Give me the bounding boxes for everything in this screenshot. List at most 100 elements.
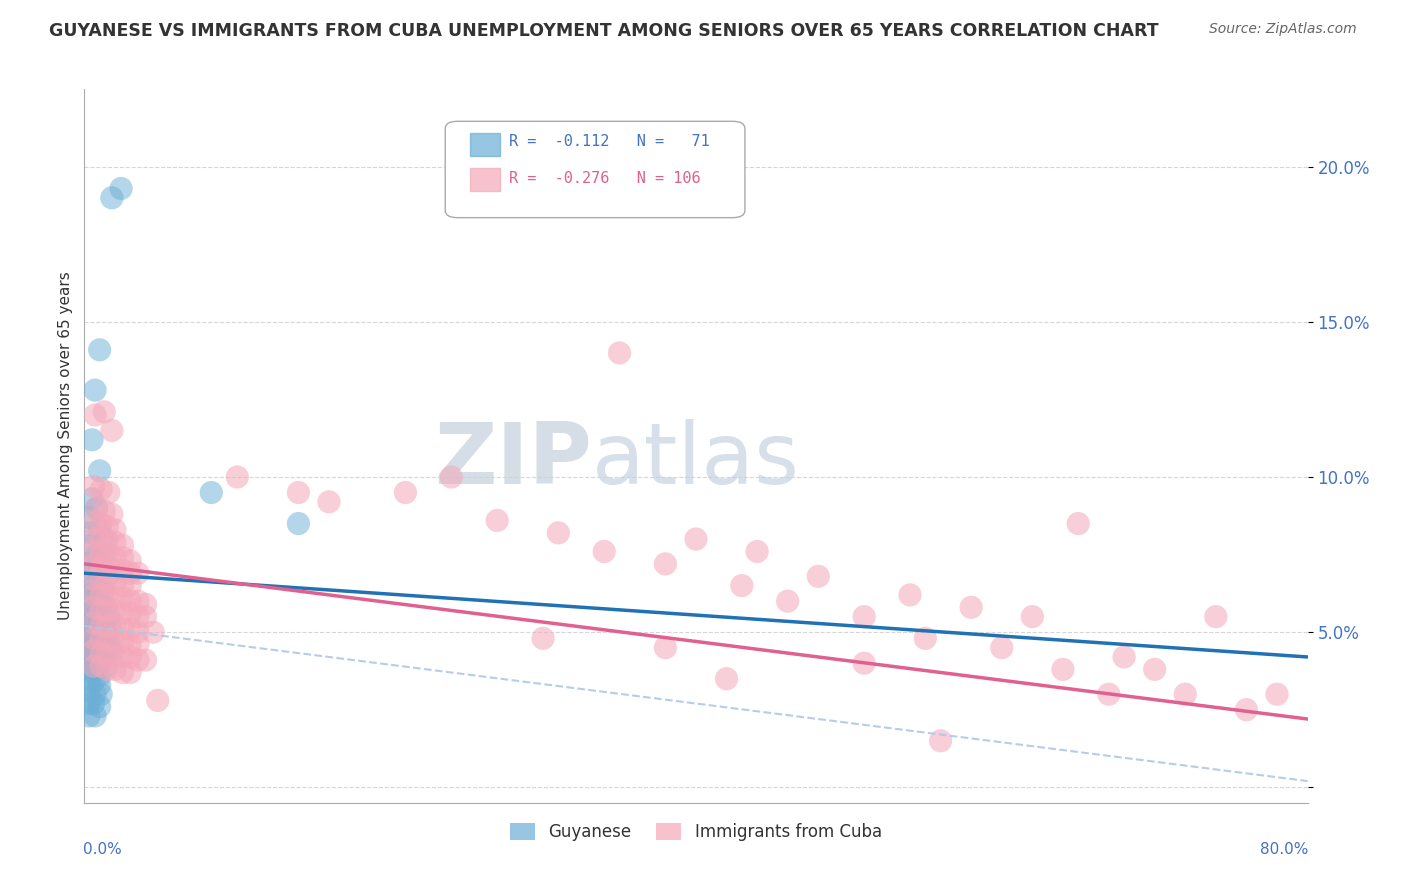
Point [104, 575, 127, 590]
Point [89, 343, 111, 357]
Point [79, 525, 101, 540]
Point [120, 554, 142, 568]
Point [77, 588, 100, 602]
Point [93, 504, 115, 518]
Point [77, 557, 100, 571]
Point [120, 665, 142, 680]
Point [83, 697, 105, 711]
Point [89, 563, 111, 577]
Point [120, 622, 142, 636]
Point [90, 603, 112, 617]
Point [111, 665, 134, 680]
Point [84, 625, 107, 640]
Point [80, 491, 103, 506]
Point [685, 532, 707, 546]
Point [318, 495, 340, 509]
Point [104, 535, 127, 549]
Point [120, 579, 142, 593]
Point [83, 557, 105, 571]
Point [127, 625, 149, 640]
Text: R =  -0.112   N =   71: R = -0.112 N = 71 [509, 134, 710, 149]
Point [146, 693, 169, 707]
Point [127, 653, 149, 667]
Point [77, 687, 100, 701]
Point [120, 607, 142, 621]
Point [593, 544, 616, 558]
Point [104, 603, 127, 617]
Point [111, 579, 134, 593]
Point [77, 625, 100, 640]
Point [111, 538, 134, 552]
FancyBboxPatch shape [446, 121, 745, 218]
Point [1143, 662, 1166, 676]
Point [1067, 516, 1090, 531]
Point [83, 544, 105, 558]
Point [898, 588, 921, 602]
Point [1205, 609, 1227, 624]
Point [731, 579, 754, 593]
Point [104, 662, 127, 676]
Point [98, 619, 121, 633]
Point [111, 607, 134, 621]
Point [96, 628, 118, 642]
Point [104, 563, 127, 577]
Point [94, 532, 117, 546]
Text: GUYANESE VS IMMIGRANTS FROM CUBA UNEMPLOYMENT AMONG SENIORS OVER 65 YEARS CORREL: GUYANESE VS IMMIGRANTS FROM CUBA UNEMPLO… [49, 22, 1159, 40]
Bar [470, 169, 501, 191]
Point [200, 485, 222, 500]
Point [84, 603, 107, 617]
Point [104, 523, 127, 537]
Point [83, 594, 105, 608]
Point [104, 550, 127, 565]
Point [142, 625, 165, 640]
Point [1114, 650, 1136, 665]
Point [96, 647, 118, 661]
Point [83, 615, 105, 630]
Point [120, 638, 142, 652]
Point [89, 656, 111, 670]
Point [716, 672, 738, 686]
Point [654, 557, 676, 571]
Point [807, 569, 830, 583]
Point [89, 678, 111, 692]
Point [77, 665, 100, 680]
Point [90, 532, 112, 546]
Point [226, 470, 249, 484]
Point [77, 538, 100, 552]
Point [83, 516, 105, 531]
Text: Source: ZipAtlas.com: Source: ZipAtlas.com [1209, 22, 1357, 37]
Point [1021, 609, 1043, 624]
Point [90, 516, 112, 531]
Point [83, 640, 105, 655]
Point [83, 674, 105, 689]
Point [96, 662, 118, 676]
Point [84, 383, 107, 397]
Point [77, 697, 100, 711]
Point [111, 650, 134, 665]
Legend: Guyanese, Immigrants from Cuba: Guyanese, Immigrants from Cuba [503, 816, 889, 848]
Point [90, 647, 112, 661]
Point [83, 532, 105, 546]
Point [90, 687, 112, 701]
Text: atlas: atlas [592, 418, 800, 502]
Point [79, 603, 101, 617]
Point [287, 485, 309, 500]
Point [440, 470, 463, 484]
Point [853, 609, 876, 624]
Point [111, 550, 134, 565]
Point [86, 501, 108, 516]
Point [135, 653, 157, 667]
Point [1098, 687, 1121, 701]
Point [83, 665, 105, 680]
Point [90, 548, 112, 562]
Point [90, 650, 112, 665]
Point [96, 634, 118, 648]
Point [1236, 703, 1258, 717]
Point [91, 634, 114, 648]
Point [97, 609, 120, 624]
Point [77, 709, 100, 723]
Point [111, 634, 134, 648]
Point [93, 619, 115, 633]
Point [654, 640, 676, 655]
Bar [470, 133, 501, 155]
